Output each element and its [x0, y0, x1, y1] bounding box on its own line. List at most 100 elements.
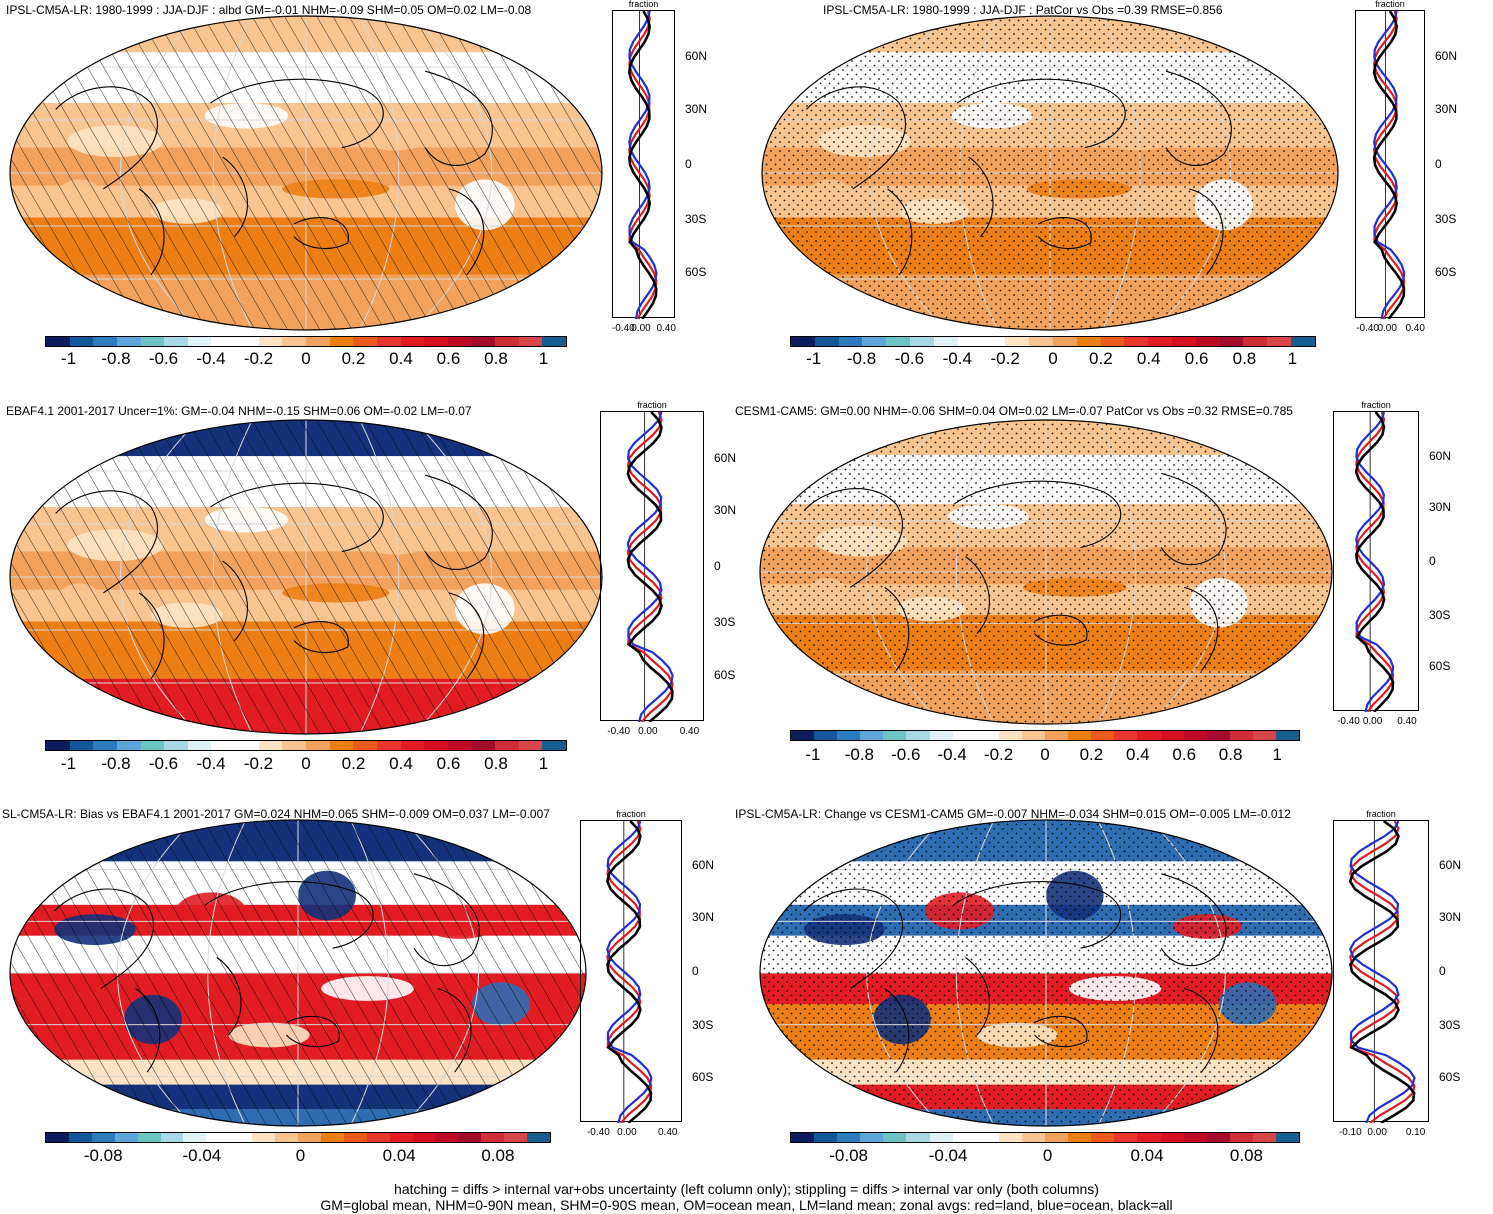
zonal-x-tick-label: -0.40 [1337, 716, 1360, 727]
colorbar-swatch [116, 337, 141, 346]
footnote-line-2: GM=global mean, NHM=0-90N mean, SHM=0-90… [320, 1197, 1173, 1213]
panel-title: IPSL-CM5A-LR: 1980-1999 : JJA-DJF : albd… [6, 3, 532, 17]
colorbar-swatch [1219, 337, 1244, 346]
colorbar-tick-label: 1 [538, 754, 549, 773]
zonal-lat-label: 30S [1429, 608, 1451, 622]
colorbar-tick-label: 0 [301, 349, 311, 368]
colorbar-tick-label: 0.2 [1079, 745, 1104, 764]
zonal-x-tick-label: 0.40 [656, 323, 676, 334]
colorbar [45, 336, 567, 347]
zonal-lat-label: 60S [1435, 264, 1457, 279]
colorbar-swatch [481, 1133, 505, 1142]
colorbar-tick-label: 0.4 [389, 754, 413, 773]
zonal-plot-frame [1355, 10, 1425, 319]
colorbar-tick-label: -0.2 [243, 754, 274, 773]
zonal-lat-label: 0 [714, 559, 721, 573]
colorbar-swatch [1021, 731, 1046, 740]
colorbar-swatch [320, 1133, 344, 1142]
colorbar-swatch [353, 337, 377, 346]
colorbar-swatch [297, 1133, 321, 1142]
colorbar-swatch [329, 337, 354, 346]
colorbar-tick-label: 0.6 [436, 349, 461, 368]
colorbar-swatch [329, 741, 354, 750]
colorbar-swatch [1275, 731, 1300, 740]
colorbar-tick-label: -0.4 [196, 349, 226, 368]
panel-title: EBAF4.1 2001-2017 Uncer=1%: GM=-0.04 NHM… [6, 404, 472, 418]
colorbar-tick-label: -0.04 [182, 1146, 222, 1165]
zonal-lat-label: 60N [692, 858, 715, 873]
colorbar-swatch [1252, 731, 1276, 740]
colorbar-swatch [981, 337, 1006, 346]
zonal-x-tick-label: 0.10 [1405, 1127, 1426, 1138]
robinson-map [9, 819, 587, 1127]
colorbar-tick-label: -1 [60, 754, 77, 773]
colorbar-swatch [883, 1133, 907, 1142]
colorbar-tick-label: 1 [1272, 745, 1282, 764]
colorbar-swatch [389, 1133, 413, 1142]
zonal-x-tick-label: -0.10 [1338, 1127, 1362, 1138]
zonal-lat-label: 30S [1439, 1018, 1461, 1033]
colorbar-swatch [838, 337, 863, 346]
colorbar-swatch [527, 1133, 550, 1142]
colorbar-tick-label: -0.2 [983, 745, 1014, 764]
colorbar-swatch [542, 337, 567, 346]
colorbar-swatch [998, 1133, 1022, 1142]
colorbar-swatch [447, 337, 472, 346]
colorbar-tick-label: -0.6 [891, 745, 921, 764]
zonal-lat-label: 0 [1429, 554, 1436, 568]
colorbar-tick-label: 0.6 [436, 754, 461, 773]
colorbar [790, 730, 1300, 741]
colorbar-swatch [1114, 1133, 1138, 1142]
colorbar-swatch [542, 741, 567, 750]
colorbar [45, 1132, 551, 1143]
colorbar-swatch [211, 337, 236, 346]
colorbar-tick-label: 0.8 [1232, 349, 1257, 368]
colorbar-swatch [518, 741, 543, 750]
colorbar-tick-label: -0.6 [894, 349, 925, 368]
colorbar-swatch [1252, 1133, 1276, 1142]
zonal-mean-lines [627, 11, 658, 319]
colorbar-tick-label: 1 [1287, 349, 1298, 368]
panel-title: IPSL-CM5A-LR: Change vs CESM1-CAM5 GM=-0… [735, 807, 1291, 821]
colorbar-tick-label: 0 [1042, 1146, 1053, 1165]
zonal-lat-label: 30N [1439, 909, 1462, 924]
colorbar-swatch [93, 337, 117, 346]
zonal-lat-label: 60N [1435, 49, 1458, 64]
zonal-lat-label: 0 [1439, 964, 1446, 978]
colorbar-swatch [910, 337, 934, 346]
colorbar-swatch [353, 741, 377, 750]
colorbar-swatch [1206, 731, 1230, 740]
colorbar-swatch [1229, 731, 1253, 740]
colorbar-swatch [860, 1133, 884, 1142]
colorbar-swatch [275, 1133, 298, 1142]
colorbar-swatch [376, 337, 401, 346]
colorbar-swatch [975, 1133, 999, 1142]
colorbar-swatch [1068, 1133, 1092, 1142]
zonal-x-tick-label: -0.40 [611, 323, 635, 334]
zonal-mean-lines [1348, 821, 1416, 1123]
colorbar-tick-label: 0.04 [382, 1146, 416, 1165]
colorbar-swatch [424, 741, 448, 750]
colorbar-swatch [791, 337, 815, 346]
robinson-map [9, 419, 603, 735]
colorbar [790, 1132, 1300, 1143]
zonal-plot-title: fraction [1366, 809, 1396, 819]
colorbar-swatch [1052, 337, 1077, 346]
colorbar-tick-label: 0.08 [481, 1146, 515, 1165]
robinson-map [761, 15, 1339, 331]
colorbar-swatch [906, 1133, 930, 1142]
colorbar-swatch [447, 741, 472, 750]
colorbar-tick-label: 0.4 [1125, 745, 1150, 764]
zonal-lat-label: 30S [714, 614, 736, 629]
colorbar-tick-label: 0.6 [1172, 745, 1197, 764]
colorbar-swatch [458, 1133, 482, 1142]
colorbar-swatch [1068, 731, 1092, 740]
colorbar-tick-label: 0.4 [389, 349, 413, 368]
footnote-line-1: hatching = diffs > internal var+obs unce… [394, 1181, 1099, 1197]
colorbar-swatch [1243, 337, 1268, 346]
colorbar-swatch [1275, 1133, 1300, 1142]
colorbar-swatch [495, 741, 519, 750]
zonal-plot-frame [1333, 411, 1419, 712]
colorbar-swatch [929, 1133, 953, 1142]
robinson-map [9, 15, 603, 331]
